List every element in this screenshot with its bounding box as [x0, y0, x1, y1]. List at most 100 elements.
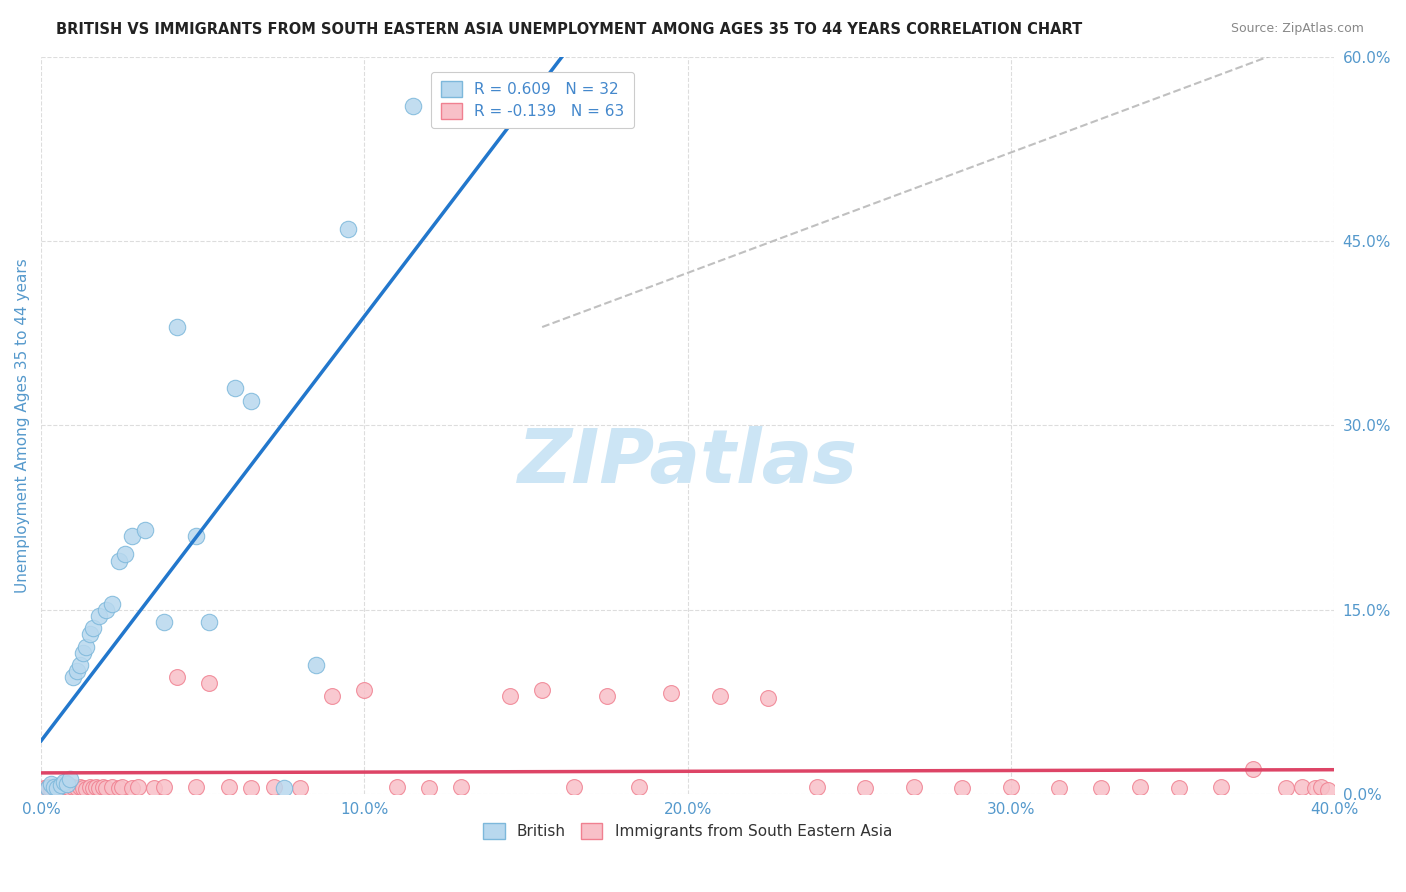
Point [49, 780, 72, 795]
Point [903, 780, 925, 794]
Point [62, 780, 84, 794]
Point [121, 529, 143, 543]
Point [531, 682, 554, 697]
Point [198, 615, 221, 629]
Point [166, 670, 188, 684]
Point [263, 780, 285, 794]
Point [82, 621, 104, 635]
Point [75, 640, 97, 654]
Y-axis label: Unemployment Among Ages 35 to 44 years: Unemployment Among Ages 35 to 44 years [15, 258, 30, 592]
Point [564, 780, 586, 794]
Point [1316, 783, 1339, 797]
Point [1047, 780, 1070, 795]
Point [1241, 763, 1264, 777]
Point [166, 320, 188, 334]
Point [709, 689, 731, 703]
Point [75, 782, 97, 797]
Point [66, 780, 89, 795]
Point [72, 646, 94, 660]
Point [186, 529, 208, 543]
Point [69, 657, 91, 672]
Point [59, 780, 82, 795]
Point [89, 608, 111, 623]
Point [198, 676, 221, 690]
Point [107, 553, 129, 567]
Point [240, 393, 263, 408]
Point [59, 772, 82, 787]
Point [111, 780, 134, 794]
Point [661, 686, 683, 700]
Point [186, 780, 208, 794]
Point [855, 780, 877, 795]
Point [1291, 780, 1313, 794]
Point [134, 523, 156, 537]
Point [34, 780, 56, 795]
Point [42, 780, 65, 795]
Legend: British, Immigrants from South Eastern Asia: British, Immigrants from South Eastern A… [477, 817, 898, 846]
Point [218, 780, 240, 794]
Point [56, 780, 79, 794]
Point [1209, 780, 1232, 794]
Point [39, 782, 62, 797]
Point [66, 664, 89, 678]
Point [94, 602, 117, 616]
Point [49, 779, 72, 793]
Point [72, 780, 94, 795]
Point [1168, 780, 1191, 795]
Point [385, 780, 408, 794]
Point [1310, 780, 1333, 794]
Point [628, 780, 651, 794]
Point [84, 780, 107, 794]
Point [758, 691, 780, 706]
Point [121, 780, 143, 795]
Point [37, 780, 59, 795]
Point [288, 780, 311, 795]
Point [596, 689, 619, 703]
Point [353, 682, 375, 697]
Point [418, 780, 440, 795]
Point [1274, 780, 1296, 795]
Point [143, 780, 166, 795]
Point [1303, 780, 1326, 795]
Point [305, 657, 328, 672]
Point [499, 689, 522, 703]
Point [1129, 780, 1152, 794]
Point [114, 548, 136, 562]
Point [450, 780, 472, 794]
Point [42, 780, 65, 794]
Point [273, 780, 295, 795]
Point [107, 780, 129, 795]
Point [56, 777, 79, 791]
Point [62, 670, 84, 684]
Text: Source: ZipAtlas.com: Source: ZipAtlas.com [1230, 22, 1364, 36]
Point [52, 782, 75, 797]
Point [1000, 780, 1022, 794]
Point [101, 597, 124, 611]
Point [402, 99, 425, 113]
Point [69, 780, 91, 794]
Point [89, 780, 111, 795]
Point [952, 780, 974, 795]
Point [82, 780, 104, 795]
Point [153, 780, 176, 794]
Point [101, 780, 124, 794]
Point [79, 780, 101, 794]
Point [153, 615, 176, 629]
Point [46, 780, 69, 794]
Point [94, 780, 117, 795]
Point [39, 777, 62, 791]
Point [46, 780, 69, 795]
Point [337, 221, 360, 235]
Point [91, 780, 114, 794]
Point [240, 780, 263, 795]
Point [224, 382, 246, 396]
Point [52, 774, 75, 789]
Point [127, 780, 149, 794]
Point [806, 780, 828, 794]
Point [79, 627, 101, 641]
Point [37, 780, 59, 794]
Point [1090, 780, 1112, 795]
Text: BRITISH VS IMMIGRANTS FROM SOUTH EASTERN ASIA UNEMPLOYMENT AMONG AGES 35 TO 44 Y: BRITISH VS IMMIGRANTS FROM SOUTH EASTERN… [56, 22, 1083, 37]
Text: ZIPatlas: ZIPatlas [517, 425, 858, 499]
Point [321, 689, 343, 703]
